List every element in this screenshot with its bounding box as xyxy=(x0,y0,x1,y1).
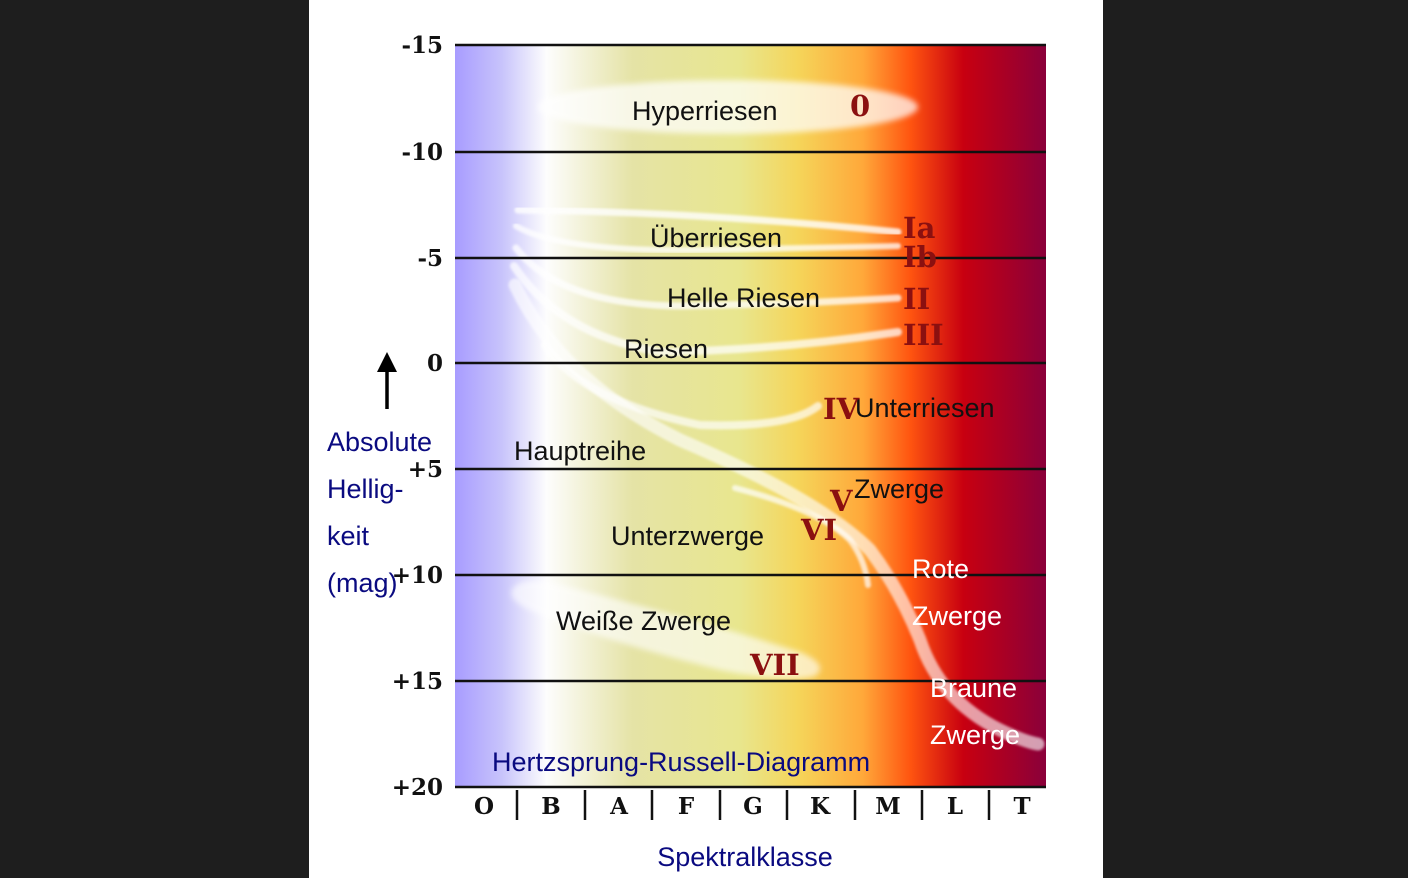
spectral-class-g: G xyxy=(743,793,763,820)
x-axis-label: Spektralklasse xyxy=(657,842,833,872)
lum-class-vi: VI xyxy=(800,513,837,547)
y-tick-label: +5 xyxy=(408,456,443,483)
spectral-class-o: O xyxy=(474,793,494,820)
spectral-class-f: F xyxy=(678,793,695,820)
hauptreihe-band xyxy=(508,278,1045,751)
spectral-class-labels: O B A F G K M L T xyxy=(474,793,1031,820)
lum-class-vii: VII xyxy=(749,648,800,682)
label-hyperriesen: Hyperriesen xyxy=(632,96,778,126)
lum-class-ia: Ia xyxy=(903,211,936,245)
y-tick-label: +15 xyxy=(392,668,443,695)
ueberriesen-band-ia xyxy=(514,206,902,236)
unterriesen-band xyxy=(541,341,822,430)
lum-class-ii: II xyxy=(903,282,930,316)
spectral-class-b: B xyxy=(541,793,560,820)
y-axis-label-line: keit xyxy=(327,521,370,551)
y-tick-labels: -15 -10 -5 0 +5 +10 +15 +20 xyxy=(392,32,443,801)
lum-class-0: 0 xyxy=(850,89,870,123)
helle-riesen-band xyxy=(512,244,902,310)
unterzwerge-band xyxy=(732,485,871,588)
lum-class-iv: IV xyxy=(823,392,860,426)
riesen-band xyxy=(510,262,902,357)
spectral-class-l: L xyxy=(947,793,963,820)
spectral-class-separators xyxy=(515,790,991,820)
spectral-class-k: K xyxy=(810,793,831,820)
weisse-zwerge-band xyxy=(511,581,820,679)
label-rote-zwerge-1: Rote xyxy=(912,554,969,584)
lum-class-iii: III xyxy=(903,318,944,352)
label-weisse-zwerge: Weiße Zwerge xyxy=(556,606,731,636)
y-tick-label: 0 xyxy=(427,350,443,377)
star-regions xyxy=(508,80,1045,751)
ueberriesen-band-ib xyxy=(513,223,901,254)
label-ueberriesen: Überriesen xyxy=(650,223,782,253)
label-zwerge: Zwerge xyxy=(854,474,944,504)
label-rote-zwerge-2: Zwerge xyxy=(912,601,1002,631)
label-riesen: Riesen xyxy=(624,334,708,364)
lum-class-ib: Ib xyxy=(903,240,937,274)
region-labels-white: Rote Zwerge Braune Zwerge xyxy=(912,554,1020,750)
luminosity-class-labels: 0 Ia Ib II III IV V VI VII xyxy=(749,89,944,682)
y-tick-label: +20 xyxy=(392,774,443,801)
hyperriesen-band xyxy=(538,80,918,134)
magnitude-gridlines xyxy=(455,43,1046,789)
label-unterriesen: Unterriesen xyxy=(855,393,995,423)
label-braune-zwerge-2: Zwerge xyxy=(930,720,1020,750)
y-tick-label: -5 xyxy=(417,245,443,272)
y-axis-label-line: (mag) xyxy=(327,568,398,598)
label-braune-zwerge-1: Braune xyxy=(930,673,1017,703)
label-hauptreihe: Hauptreihe xyxy=(514,436,646,466)
label-helle-riesen: Helle Riesen xyxy=(667,283,820,313)
spectral-class-a: A xyxy=(609,793,629,820)
region-labels: Hyperriesen Überriesen Helle Riesen Ries… xyxy=(514,96,995,636)
y-tick-label: -10 xyxy=(401,139,443,166)
diagram-title: Hertzsprung-Russell-Diagramm xyxy=(492,747,870,777)
spectral-class-t: T xyxy=(1013,793,1030,820)
y-axis-label: Absolute Hellig- keit (mag) xyxy=(327,427,432,598)
label-unterzwerge: Unterzwerge xyxy=(611,521,764,551)
spectral-class-m: M xyxy=(875,793,900,820)
up-arrow-icon xyxy=(377,352,397,409)
lum-class-v: V xyxy=(829,484,853,518)
y-axis-label-line: Hellig- xyxy=(327,474,404,504)
y-tick-label: -15 xyxy=(401,32,443,59)
y-tick-label: +10 xyxy=(392,562,443,589)
y-axis-label-line: Absolute xyxy=(327,427,432,457)
